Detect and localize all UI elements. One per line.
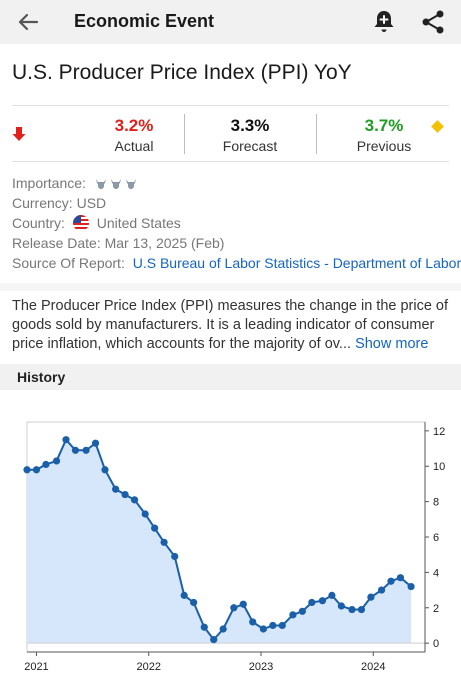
- data-point: [121, 490, 129, 499]
- y-tick-label: 8: [433, 497, 439, 509]
- x-tick-label: 2022: [136, 661, 160, 673]
- importance-label: Importance:: [12, 175, 86, 191]
- y-tick-label: 12: [433, 426, 445, 438]
- data-point: [101, 466, 109, 474]
- data-point: [377, 586, 386, 594]
- country-value: United States: [96, 215, 181, 231]
- data-point: [190, 598, 198, 607]
- data-point: [259, 625, 267, 633]
- y-tick-label: 4: [433, 567, 439, 579]
- actual-label: Actual: [114, 138, 154, 154]
- app-bar-title: Economic Event: [74, 11, 215, 31]
- app-bar: Economic Event: [0, 0, 461, 44]
- source-row: Source Of Report: U.S Bureau of Labor St…: [12, 255, 461, 271]
- data-point: [278, 621, 286, 630]
- actual-value-block: 3.2% Actual: [92, 116, 176, 154]
- previous-label: Previous: [356, 138, 412, 154]
- series-line: [27, 437, 412, 642]
- divider: [184, 114, 185, 154]
- data-point: [141, 510, 149, 518]
- y-tick-label: 10: [433, 461, 445, 473]
- history-title: History: [17, 369, 66, 385]
- y-tick-label: 6: [433, 532, 439, 544]
- data-point: [308, 598, 316, 607]
- data-point: [357, 605, 366, 614]
- data-point: [318, 597, 327, 605]
- bell-plus-icon[interactable]: [370, 8, 398, 36]
- data-point: [367, 593, 375, 601]
- data-point: [407, 582, 415, 591]
- event-title: U.S. Producer Price Index (PPI) YoY: [12, 61, 352, 84]
- event-values-panel: 3.2% Actual 3.3% Forecast 3.7% Previous: [12, 105, 449, 162]
- previous-value: 3.7%: [364, 116, 404, 135]
- section-divider: [0, 283, 461, 291]
- currency-value: USD: [76, 195, 107, 211]
- data-point: [200, 623, 208, 631]
- data-point: [62, 436, 70, 444]
- source-label: Source Of Report:: [12, 255, 125, 271]
- data-point: [298, 607, 306, 615]
- data-point: [91, 439, 100, 447]
- data-point: [52, 457, 61, 465]
- data-point: [160, 538, 168, 546]
- x-tick-label: 2021: [24, 661, 48, 673]
- country-row: Country: United States: [12, 215, 181, 231]
- release-date-row: Release Date: Mar 13, 2025 (Feb): [12, 235, 224, 251]
- data-point: [387, 577, 395, 585]
- data-point: [269, 621, 277, 630]
- red-down-arrow-icon: [12, 127, 26, 141]
- share-icon[interactable]: [420, 8, 446, 36]
- us-flag-icon: [72, 215, 89, 231]
- data-point: [112, 485, 120, 493]
- data-point: [230, 604, 238, 612]
- data-point: [328, 591, 336, 599]
- data-point: [249, 618, 257, 626]
- data-point: [239, 600, 247, 608]
- actual-value: 3.2%: [114, 116, 154, 135]
- yellow-diamond-icon: [431, 120, 444, 133]
- history-chart[interactable]: 0 2 4 6 8 10 12 2021 2022 2023 2024: [0, 408, 461, 680]
- forecast-value-block: 3.3% Forecast: [208, 116, 292, 154]
- show-more-link[interactable]: Show more: [355, 336, 429, 352]
- history-section-header: History: [0, 364, 461, 390]
- event-description: The Producer Price Index (PPI) measures …: [12, 297, 452, 354]
- data-point: [130, 496, 139, 504]
- data-point: [348, 605, 356, 614]
- source-link[interactable]: U.S Bureau of Labor Statistics - Departm…: [132, 255, 461, 271]
- data-point: [289, 611, 297, 619]
- data-point: [42, 460, 50, 469]
- y-tick-label: 0: [433, 638, 439, 650]
- release-date-label: Release Date:: [12, 235, 101, 251]
- data-point: [396, 574, 405, 582]
- arrow-left-icon[interactable]: [14, 8, 42, 36]
- series-area: [27, 439, 412, 644]
- forecast-value: 3.3%: [230, 116, 270, 135]
- data-point: [337, 602, 345, 610]
- x-tick-label: 2024: [361, 661, 385, 673]
- x-tick-label: 2023: [249, 661, 273, 673]
- importance-row: Importance:: [12, 175, 138, 191]
- bull-importance-icon: [95, 179, 136, 190]
- forecast-label: Forecast: [222, 138, 278, 154]
- currency-label: Currency:: [12, 195, 73, 211]
- release-date-value: Mar 13, 2025 (Feb): [104, 235, 225, 251]
- data-point: [151, 524, 159, 532]
- data-point: [71, 446, 80, 454]
- data-point: [219, 625, 227, 633]
- divider: [316, 114, 317, 154]
- data-point: [23, 466, 31, 474]
- data-point: [210, 636, 218, 644]
- data-point: [82, 446, 90, 454]
- data-point: [171, 552, 179, 561]
- previous-value-block: 3.7% Previous: [342, 116, 426, 154]
- data-point: [32, 466, 41, 474]
- description-text: The Producer Price Index (PPI) measures …: [12, 298, 449, 352]
- y-tick-label: 2: [433, 603, 439, 615]
- data-point: [180, 591, 188, 599]
- currency-row: Currency: USD: [12, 195, 106, 211]
- country-label: Country:: [12, 215, 65, 231]
